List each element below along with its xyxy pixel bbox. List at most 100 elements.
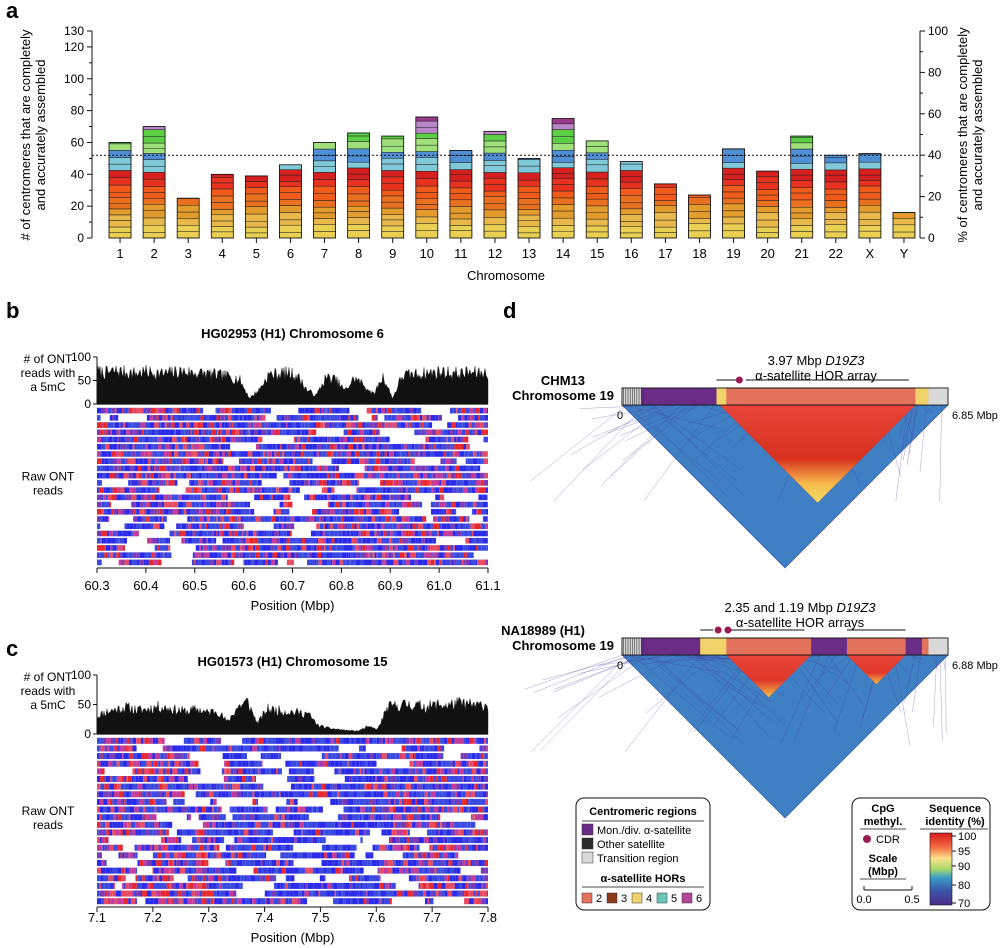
x-tick-label-chr-12: 12	[488, 246, 502, 261]
cdr-marker	[724, 626, 732, 634]
legend-methylation: CpG methyl. CDR Scale (Mbp) 0.0 0.5 Sequ…	[851, 797, 991, 911]
bar-segment	[722, 230, 745, 239]
x-tick-label-chr-7: 7	[321, 246, 328, 261]
bar-segment	[790, 199, 813, 208]
bar-segment	[347, 148, 370, 157]
bar-segment	[517, 186, 541, 193]
legend-hor-swatch-2	[581, 892, 593, 904]
x-tick-label-chr-13: 13	[522, 246, 536, 261]
bar-segment	[483, 190, 507, 197]
x-tick-label: 60.4	[133, 578, 158, 593]
bar-segment	[142, 179, 166, 187]
x-tick-label: 60.8	[329, 578, 354, 593]
bar-segment	[483, 160, 507, 166]
x-tick-label-chr-16: 16	[624, 246, 638, 261]
y-right-tick-label: 60	[928, 107, 942, 121]
bar-segment	[313, 224, 336, 232]
bar-chr-Y	[892, 212, 916, 239]
bar-segment	[142, 142, 166, 149]
cov-label-2: reads with	[21, 366, 76, 380]
bar-segment	[892, 212, 916, 219]
y-tick-label: 80	[71, 104, 85, 118]
bar-chr-6	[279, 164, 302, 239]
legend-label-mon: Mon./div. α-satellite	[597, 825, 691, 837]
legend-swatch-other	[581, 837, 594, 850]
bar-segment	[142, 153, 166, 160]
bar-segment	[517, 179, 541, 187]
bar-segment	[108, 143, 132, 151]
bar-segment	[722, 173, 745, 180]
bar-segment	[620, 188, 643, 196]
bar-segment	[756, 200, 779, 207]
bar-segment	[449, 174, 473, 182]
bar-chr-10	[415, 116, 439, 239]
x-tick-label: 60.7	[280, 578, 305, 593]
bar-segment	[381, 189, 404, 197]
bar-segment	[415, 223, 439, 231]
panel-title: HG02953 (H1) Chromosome 6	[201, 326, 384, 341]
bar-segment	[517, 192, 541, 199]
bar-segment	[551, 217, 575, 226]
bar-segment	[381, 214, 404, 221]
bar-segment	[381, 195, 404, 203]
x-tick-label-chr-15: 15	[590, 246, 604, 261]
bar-chr-13	[517, 157, 541, 239]
bar-segment	[415, 116, 439, 122]
bar-segment	[756, 219, 779, 228]
bar-segment	[790, 212, 813, 219]
assembly-chrom: Chromosome 19	[512, 388, 614, 403]
bar-segment	[654, 212, 677, 221]
scale-min-label: 0.0	[856, 894, 871, 906]
legend-swatch-transition	[581, 851, 594, 864]
bar-segment	[245, 175, 268, 182]
bar-segment	[858, 174, 882, 181]
bar-segment	[858, 161, 882, 170]
bar-segment	[313, 192, 336, 201]
bar-segment	[381, 176, 404, 184]
bar-chr-3	[176, 197, 200, 239]
bar-segment	[722, 148, 745, 156]
bar-segment	[279, 186, 302, 193]
bar-segment	[824, 194, 848, 201]
bar-segment	[483, 140, 507, 148]
bar-segment	[142, 224, 166, 233]
bar-segment	[347, 230, 370, 239]
bar-segment	[279, 164, 302, 170]
bar-segment	[551, 123, 575, 130]
bar-segment	[551, 173, 575, 180]
bar-segment	[176, 231, 200, 239]
bar-segment	[415, 185, 439, 193]
x-axis-label: Position (Mbp)	[251, 598, 335, 613]
cdr-marker	[735, 376, 743, 384]
bar-segment	[313, 200, 336, 208]
bar-segment	[756, 232, 779, 239]
bar-segment	[756, 170, 779, 178]
bar-segment	[551, 118, 575, 125]
legend-cdr-label: CDR	[876, 834, 900, 846]
y-axis-label-right: % of centromeres that are completely	[955, 27, 970, 243]
bar-segment	[620, 226, 643, 234]
y-tick-label: 50	[78, 698, 92, 712]
bar-segment	[756, 194, 779, 201]
x-tick-label: 60.6	[231, 578, 256, 593]
assembly-name: NA18989 (H1)	[501, 623, 585, 638]
x-tick-label: 60.3	[84, 578, 109, 593]
legend-hor-swatch-4	[631, 892, 643, 904]
x-tick-label-chr-11: 11	[454, 246, 468, 261]
bar-segment	[722, 203, 745, 212]
bar-segment	[347, 173, 370, 180]
bar-segment	[245, 187, 268, 195]
bar-segment	[585, 225, 609, 233]
bar-segment	[381, 219, 404, 227]
y-tick-label: 60	[71, 135, 85, 149]
bar-segment	[313, 155, 336, 162]
panel-label-b: b	[6, 298, 19, 323]
bar-segment	[142, 186, 166, 193]
bar-segment	[483, 217, 507, 226]
x-tick-label: 7.2	[144, 910, 162, 925]
bar-segment	[483, 196, 507, 204]
bar-segment	[211, 226, 234, 233]
bar-segment	[449, 218, 473, 226]
